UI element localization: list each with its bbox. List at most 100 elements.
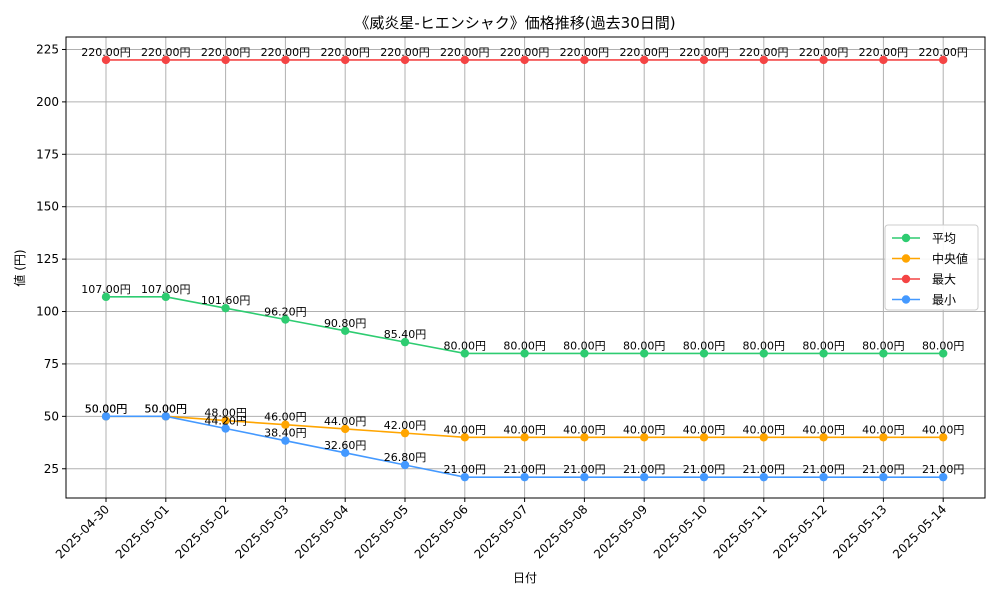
data-point: [819, 433, 828, 442]
data-label: 21.00円: [922, 463, 965, 476]
data-point: [221, 424, 230, 433]
data-label: 220.00円: [81, 46, 131, 59]
data-point: [221, 303, 230, 313]
x-tick-label: 2025-05-10: [651, 502, 710, 561]
data-label: 107.00円: [141, 283, 191, 296]
data-point: [580, 55, 589, 65]
data-point: [879, 472, 888, 482]
data-label: 21.00円: [683, 463, 726, 476]
data-label: 40.00円: [802, 423, 845, 436]
data-label: 220.00円: [560, 46, 610, 59]
data-point: [400, 428, 410, 438]
data-label: 40.00円: [922, 423, 965, 436]
y-tick-label: 225: [36, 42, 59, 56]
data-point: [101, 55, 111, 65]
x-tick-label: 2025-05-09: [591, 502, 650, 561]
data-point: [819, 472, 828, 482]
data-label: 21.00円: [444, 463, 487, 476]
data-point: [699, 433, 709, 442]
x-tick-label: 2025-05-02: [173, 502, 232, 561]
chart-title: 《威炎星-ヒエンシャク》価格推移(過去30日間): [354, 14, 675, 32]
data-label: 32.60円: [324, 439, 367, 452]
data-point: [759, 55, 768, 65]
data-label: 220.00円: [679, 46, 729, 59]
legend-marker: [901, 274, 911, 284]
data-label: 50.00円: [85, 402, 128, 415]
data-point: [939, 433, 948, 442]
data-point: [101, 412, 111, 421]
data-label: 48.00円: [204, 407, 247, 420]
plot-area-frame: [65, 36, 986, 499]
data-point: [400, 337, 410, 347]
data-label: 38.40円: [264, 427, 307, 440]
data-point: [460, 55, 469, 65]
data-label: 42.00円: [384, 419, 427, 432]
legend-label: 平均: [932, 232, 956, 246]
data-point: [400, 460, 410, 470]
data-label: 80.00円: [623, 339, 666, 352]
data-point: [819, 55, 828, 65]
series-group: [101, 55, 948, 482]
data-point: [400, 55, 410, 65]
legend-marker: [901, 295, 911, 304]
data-label: 96.20円: [264, 305, 307, 318]
data-label: 21.00円: [743, 463, 786, 476]
x-tick-label: 2025-04-30: [53, 502, 112, 561]
data-point: [161, 55, 170, 65]
x-tick-label: 2025-05-06: [412, 502, 471, 561]
data-label: 21.00円: [503, 463, 546, 476]
data-point: [221, 416, 230, 425]
data-label: 40.00円: [862, 423, 905, 436]
grid-lines: [66, 37, 985, 498]
y-tick-label: 75: [44, 357, 59, 371]
x-tick-label: 2025-05-05: [352, 502, 411, 561]
data-label: 46.00円: [264, 411, 307, 424]
data-point: [939, 55, 948, 65]
data-point: [640, 472, 649, 482]
x-tick-label: 2025-05-08: [531, 502, 590, 561]
data-label: 85.40円: [384, 328, 427, 341]
data-label: 90.80円: [324, 317, 367, 330]
data-point: [699, 55, 709, 65]
data-point: [221, 55, 230, 65]
data-label: 21.00円: [563, 463, 606, 476]
x-tick-label: 2025-05-14: [890, 502, 949, 561]
data-labels: 107.00円 107.00円 101.60円 96.20円 90.80円 85.40円 8…: [81, 46, 968, 476]
x-axis-ticks: 2025-04-30 2025-05-01 2025-05-02 2025-05-03…: [53, 498, 949, 561]
data-point: [520, 472, 529, 482]
data-label: 220.00円: [261, 46, 311, 59]
data-point: [341, 55, 350, 65]
data-label: 50.00円: [85, 402, 128, 415]
x-tick-label: 2025-05-13: [830, 502, 889, 561]
data-point: [281, 420, 290, 429]
data-label: 101.60円: [201, 294, 251, 307]
data-point: [101, 292, 111, 302]
y-tick-label: 50: [44, 409, 59, 423]
legend-label: 最小: [932, 293, 956, 307]
data-label: 80.00円: [563, 339, 606, 352]
data-label: 44.20円: [204, 415, 247, 428]
x-tick-label: 2025-05-12: [771, 502, 830, 561]
data-label: 21.00円: [862, 463, 905, 476]
data-point: [161, 292, 170, 302]
data-label: 40.00円: [503, 423, 546, 436]
data-label: 220.00円: [918, 46, 968, 59]
data-point: [580, 349, 589, 358]
data-point: [460, 349, 469, 358]
data-label: 50.00円: [145, 402, 188, 415]
data-label: 80.00円: [444, 339, 487, 352]
data-point: [879, 349, 888, 358]
data-point: [640, 349, 649, 358]
data-label: 26.80円: [384, 451, 427, 464]
data-label: 50.00円: [145, 402, 188, 415]
data-label: 80.00円: [683, 339, 726, 352]
data-label: 40.00円: [623, 423, 666, 436]
y-axis-ticks: 25 50 75 100 125 150 175 200 225: [36, 42, 66, 476]
data-point: [939, 472, 948, 482]
x-tick-label: 2025-05-01: [113, 502, 172, 561]
data-point: [281, 436, 290, 445]
data-point: [580, 472, 589, 482]
data-point: [879, 55, 888, 65]
